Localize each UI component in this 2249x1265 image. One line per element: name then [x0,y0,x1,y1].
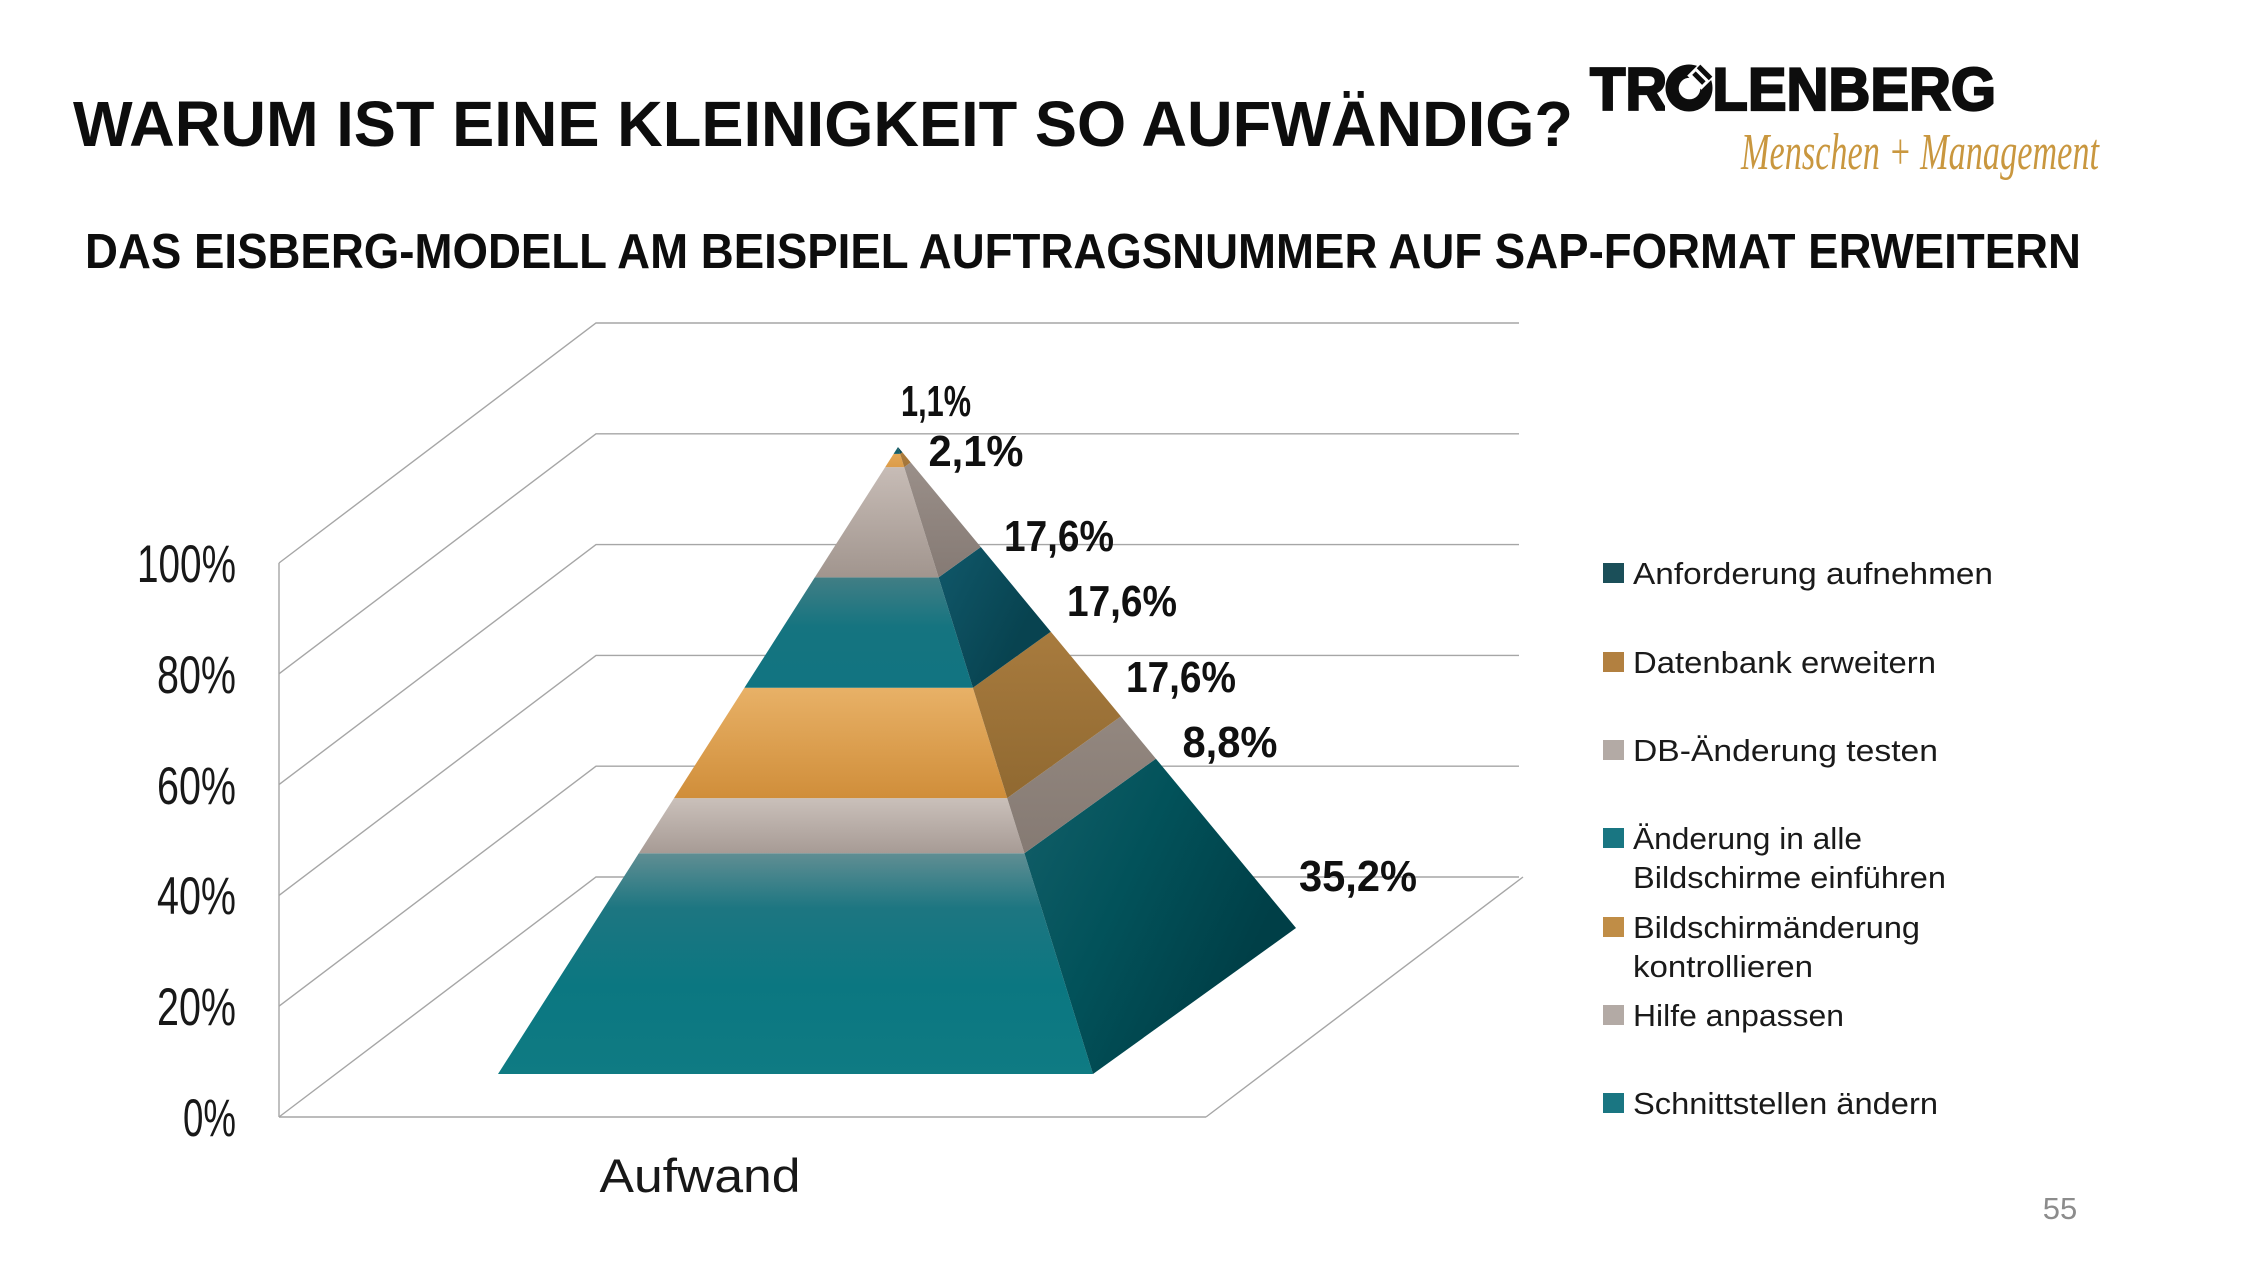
svg-text:17,6%: 17,6% [1126,653,1236,702]
svg-text:0%: 0% [183,1089,236,1148]
svg-text:17,6%: 17,6% [1067,577,1177,626]
svg-text:100%: 100% [137,535,236,594]
svg-text:55: 55 [2043,1191,2077,1226]
svg-text:20%: 20% [157,978,236,1037]
svg-text:35,2%: 35,2% [1299,852,1417,901]
svg-text:Aufwand: Aufwand [600,1149,801,1202]
svg-text:Menschen + Management: Menschen + Management [1740,124,2100,181]
svg-text:kontrollieren: kontrollieren [1633,949,1813,984]
svg-text:60%: 60% [157,757,236,816]
svg-text:8,8%: 8,8% [1183,718,1278,767]
svg-text:Anforderung aufnehmen: Anforderung aufnehmen [1633,556,1993,591]
svg-text:DB-Änderung testen: DB-Änderung testen [1633,733,1938,768]
svg-text:1,1%: 1,1% [901,377,971,426]
svg-text:40%: 40% [157,867,236,926]
svg-text:2,1%: 2,1% [929,427,1024,476]
svg-text:Hilfe anpassen: Hilfe anpassen [1633,998,1844,1033]
svg-text:TROLENBERG: TROLENBERG [1590,56,1996,123]
svg-text:Datenbank erweitern: Datenbank erweitern [1633,645,1936,680]
svg-text:Änderung in alle: Änderung in alle [1633,821,1862,856]
svg-text:80%: 80% [157,646,236,705]
svg-text:Bildschirme einführen: Bildschirme einführen [1633,860,1946,895]
svg-text:Schnittstellen ändern: Schnittstellen ändern [1633,1086,1938,1121]
svg-text:17,6%: 17,6% [1004,512,1114,561]
svg-text:WARUM IST EINE KLEINIGKEIT SO: WARUM IST EINE KLEINIGKEIT SO AUFWÄNDIG? [73,88,1573,160]
svg-text:Bildschirmänderung: Bildschirmänderung [1633,910,1920,945]
svg-text:DAS EISBERG-MODELL AM BEISPIEL: DAS EISBERG-MODELL AM BEISPIEL AUFTRAGSN… [85,225,2081,279]
